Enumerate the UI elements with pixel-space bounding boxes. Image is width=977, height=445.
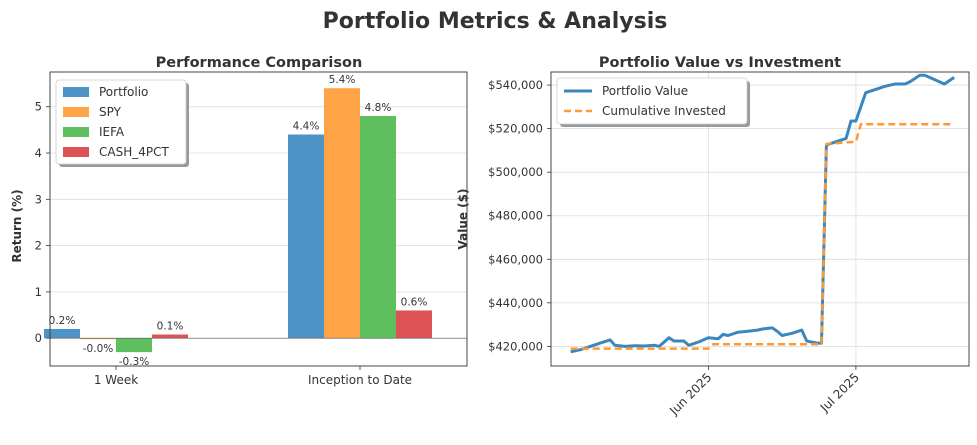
bar-value-label: 0.1%: [157, 321, 184, 333]
bar: [324, 88, 360, 339]
right-y-tick-label: $460,000: [488, 252, 543, 266]
legend-swatch: [63, 127, 89, 137]
legend-label: SPY: [99, 105, 122, 119]
bar: [80, 338, 116, 340]
right-axes-frame: [550, 71, 970, 367]
performance-comparison-chart: Performance Comparison Return (%) 0 1 2 3 4 5…: [10, 55, 468, 387]
left-y-tick-label: 5: [35, 100, 42, 114]
right-y-tick-label: $440,000: [488, 296, 543, 310]
legend-swatch: [63, 107, 89, 117]
left-plot-area: 0 1 2 3 4 5 0.2% 4.4% -0.0% 5.4% -0.3% 4.8% 0.1% 0.6%…: [35, 71, 468, 387]
left-axes-frame: [49, 71, 468, 367]
right-y-tick-label: $420,000: [488, 339, 543, 353]
left-y-tick-label: 0: [35, 331, 42, 345]
right-y-tick-label: $480,000: [488, 209, 543, 223]
bar-value-label: 4.8%: [365, 102, 392, 114]
bar: [152, 334, 188, 339]
right-legend-box: [556, 77, 748, 125]
bar: [360, 115, 396, 339]
bar-value-label: 5.4%: [329, 74, 356, 86]
bar-value-label: 0.6%: [401, 296, 428, 308]
right-chart-title: Portfolio Value vs Investment: [599, 55, 841, 71]
legend-label: Portfolio Value: [602, 84, 688, 98]
portfolio-value-line: [570, 73, 956, 354]
bar-value-label: 0.2%: [49, 315, 76, 327]
left-y-tick-label: 4: [35, 146, 42, 160]
legend-label: Cumulative Invested: [602, 104, 726, 118]
left-y-tick-label: 2: [35, 239, 42, 253]
portfolio-value-chart: Portfolio Value vs Investment Value ($) …: [456, 55, 970, 418]
left-y-tick-label: 1: [35, 285, 42, 299]
left-x-tick-label: 1 Week: [94, 373, 138, 387]
right-y-axis-label: Value ($): [456, 188, 470, 249]
bar: [44, 328, 80, 339]
right-y-tick-label: $500,000: [488, 165, 543, 179]
figure-title: Portfolio Metrics & Analysis: [323, 9, 668, 34]
left-legend-box: [55, 79, 187, 165]
legend-label: Portfolio: [99, 85, 148, 99]
left-chart-title: Performance Comparison: [156, 55, 363, 71]
right-x-tick-label: Jul 2025: [817, 370, 862, 415]
right-y-tick-label: $540,000: [488, 78, 543, 92]
legend-label: IEFA: [99, 125, 125, 139]
left-y-tick-label: 3: [35, 192, 42, 206]
bar-value-label: -0.0%: [83, 343, 113, 355]
legend-label: CASH_4PCT: [99, 145, 169, 159]
cumulative-invested-line: [570, 123, 955, 350]
left-y-axis-label: Return (%): [10, 189, 24, 262]
legend-swatch: [63, 87, 89, 97]
right-x-tick-label: Jun 2025: [666, 370, 714, 418]
right-y-tick-label: $520,000: [488, 122, 543, 136]
right-plot-area: $420,000 $440,000 $460,000 $480,000 $500,000…: [488, 71, 970, 418]
legend-swatch: [63, 147, 89, 157]
bar: [116, 338, 152, 353]
bar: [396, 310, 432, 339]
bar-value-label: 4.4%: [293, 121, 320, 133]
left-x-tick-label: Inception to Date: [308, 373, 412, 387]
bar: [288, 134, 324, 339]
bar-value-label: -0.3%: [119, 356, 149, 368]
